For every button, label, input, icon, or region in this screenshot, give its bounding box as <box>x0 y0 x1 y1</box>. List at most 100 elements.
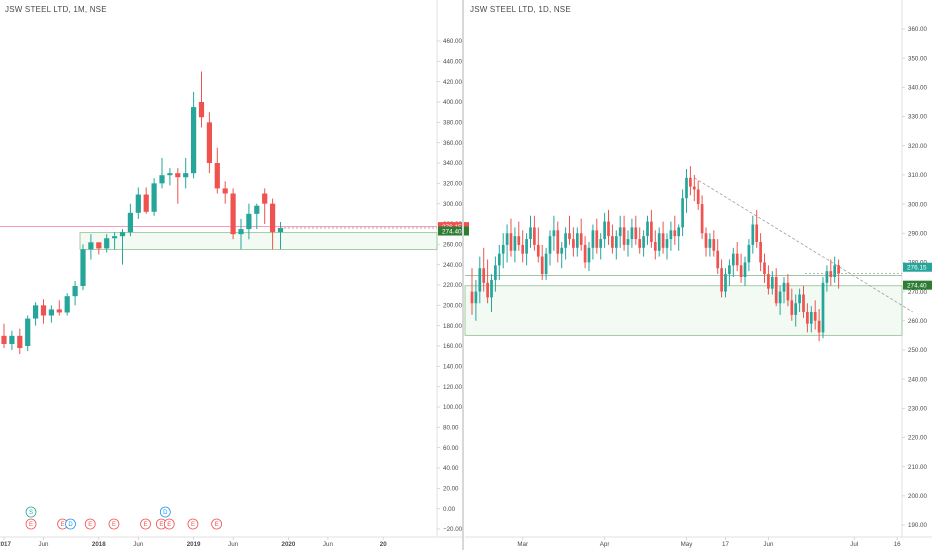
candle[interactable] <box>80 244 86 291</box>
candle[interactable] <box>262 188 268 224</box>
candle[interactable] <box>603 212 606 248</box>
candle[interactable] <box>540 244 544 280</box>
candle[interactable] <box>88 234 94 260</box>
candle[interactable] <box>64 293 70 316</box>
earnings-marker-icon[interactable]: E <box>108 518 120 530</box>
candle[interactable] <box>634 215 638 245</box>
candle[interactable] <box>763 253 766 283</box>
candle[interactable] <box>587 241 591 272</box>
candle[interactable] <box>572 227 575 257</box>
candle[interactable] <box>40 299 47 324</box>
candle[interactable] <box>739 253 743 283</box>
candle[interactable] <box>127 203 133 237</box>
candle[interactable] <box>653 230 657 260</box>
candle[interactable] <box>214 147 220 194</box>
candle[interactable] <box>614 230 618 260</box>
candle[interactable] <box>767 265 770 295</box>
candle[interactable] <box>790 288 794 321</box>
candle[interactable] <box>689 166 692 196</box>
earnings-marker-icon[interactable]: E <box>187 518 199 530</box>
candle[interactable] <box>657 227 661 257</box>
candle[interactable] <box>681 189 684 237</box>
candle[interactable] <box>720 259 723 298</box>
candle[interactable] <box>611 224 614 254</box>
candle[interactable] <box>167 168 173 186</box>
candle[interactable] <box>802 285 805 318</box>
candle[interactable] <box>56 300 62 316</box>
candle[interactable] <box>17 328 23 355</box>
candle[interactable] <box>809 306 813 333</box>
right-chart-pane[interactable]: 360.00 350.00 340.00 330.00 320.00 310.00 300.… <box>464 0 932 548</box>
candle[interactable] <box>747 239 751 272</box>
candle[interactable] <box>490 274 493 313</box>
candle[interactable] <box>191 91 197 179</box>
candle[interactable] <box>104 234 110 253</box>
dividend-marker-icon[interactable]: D <box>65 518 76 530</box>
earnings-marker-icon[interactable]: E <box>25 518 37 530</box>
candle[interactable] <box>246 203 252 240</box>
candle[interactable] <box>837 259 840 289</box>
candle[interactable] <box>525 233 528 266</box>
candle[interactable] <box>774 268 778 307</box>
candle[interactable] <box>650 209 653 248</box>
candle[interactable] <box>833 256 837 283</box>
candle[interactable] <box>607 209 610 245</box>
candle[interactable] <box>159 157 165 189</box>
candle[interactable] <box>731 247 735 277</box>
earnings-marker-icon[interactable]: E <box>155 518 167 530</box>
earnings-marker-icon[interactable]: E <box>163 518 175 530</box>
candle[interactable] <box>254 203 260 230</box>
candle[interactable] <box>696 180 700 210</box>
candle[interactable] <box>751 215 755 254</box>
candle[interactable] <box>552 215 556 251</box>
candle[interactable] <box>151 178 157 216</box>
candle[interactable] <box>560 241 564 269</box>
candle[interactable] <box>794 294 798 327</box>
candle[interactable] <box>599 233 603 260</box>
candle[interactable] <box>591 224 595 260</box>
candle[interactable] <box>825 265 829 292</box>
candle[interactable] <box>72 280 78 306</box>
candle[interactable] <box>716 239 720 275</box>
candle[interactable] <box>556 221 560 263</box>
trendline[interactable] <box>694 177 913 313</box>
candle[interactable] <box>755 209 759 248</box>
candle[interactable] <box>25 315 31 352</box>
candle[interactable] <box>677 224 681 251</box>
candle[interactable] <box>568 215 571 245</box>
candle[interactable] <box>548 230 552 266</box>
candle[interactable] <box>575 227 579 257</box>
candle[interactable] <box>513 227 517 263</box>
candle[interactable] <box>817 309 821 342</box>
candle[interactable] <box>33 302 39 326</box>
candle[interactable] <box>669 221 673 251</box>
candle[interactable] <box>517 221 521 251</box>
left-chart-pane[interactable]: 460.00 440.00 420.00 400.00 380.00 360.00 340.… <box>0 0 469 548</box>
candle[interactable] <box>829 259 833 286</box>
candle[interactable] <box>770 271 774 295</box>
candle[interactable] <box>759 233 762 272</box>
candle[interactable] <box>728 259 731 286</box>
candle[interactable] <box>529 215 532 248</box>
candle[interactable] <box>135 187 141 219</box>
candle[interactable] <box>1 323 7 349</box>
candle[interactable] <box>206 112 212 174</box>
candle[interactable] <box>474 279 478 321</box>
candle[interactable] <box>482 247 486 292</box>
candle[interactable] <box>96 242 102 255</box>
support-zone-box[interactable] <box>464 285 903 336</box>
candle[interactable] <box>497 244 501 280</box>
candle[interactable] <box>685 169 688 213</box>
candle[interactable] <box>9 330 15 351</box>
candle[interactable] <box>486 259 489 304</box>
candle[interactable] <box>544 247 548 280</box>
candle[interactable] <box>509 218 513 257</box>
candle[interactable] <box>198 71 205 128</box>
candle[interactable] <box>646 215 649 245</box>
candle[interactable] <box>595 218 599 254</box>
candle[interactable] <box>505 224 509 263</box>
candle[interactable] <box>183 157 189 189</box>
candle[interactable] <box>222 181 228 204</box>
candle[interactable] <box>119 229 126 265</box>
earnings-marker-icon[interactable]: E <box>84 518 96 530</box>
